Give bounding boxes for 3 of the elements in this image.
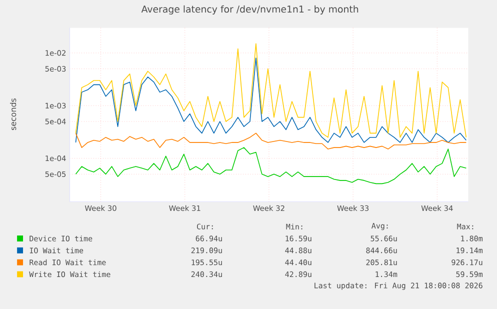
- line-series: [75, 58, 467, 143]
- line-series: [75, 43, 467, 138]
- chart-title: Average latency for /dev/nvme1n1 - by month: [141, 5, 358, 14]
